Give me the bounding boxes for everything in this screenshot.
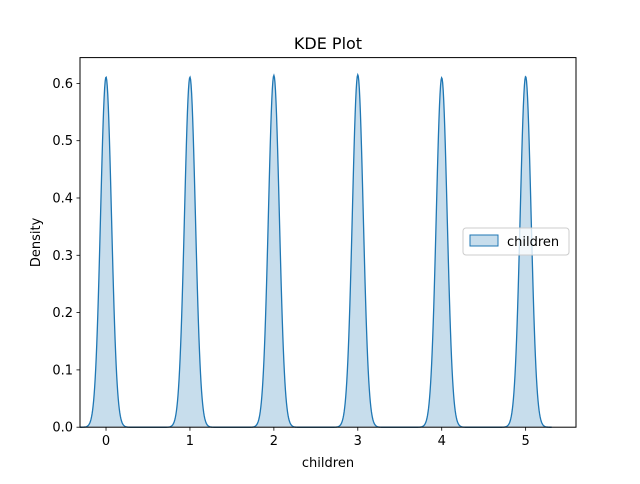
axes-frame [79, 57, 577, 428]
chart-title: KDE Plot [294, 34, 362, 53]
kde-area-fill [80, 74, 552, 428]
y-tick-label: 0.0 [52, 421, 73, 436]
y-axis-ticks: 0.0 0.1 0.2 0.3 0.4 0.5 0.6 [52, 77, 80, 436]
x-tick-label: 4 [438, 434, 446, 449]
y-tick-label: 0.3 [52, 249, 73, 264]
y-tick-label: 0.5 [52, 134, 73, 149]
legend-swatch [469, 234, 499, 247]
x-tick-label: 5 [522, 434, 530, 449]
y-tick-label: 0.4 [52, 191, 73, 206]
x-axis-label: children [302, 456, 354, 471]
x-tick-label: 1 [186, 434, 194, 449]
x-tick-label: 0 [102, 434, 110, 449]
x-tick-label: 2 [270, 434, 278, 449]
legend: children [462, 227, 570, 256]
y-tick-label: 0.6 [52, 77, 73, 92]
x-axis-ticks: 0 1 2 3 4 5 [102, 427, 530, 449]
y-tick-label: 0.2 [52, 306, 73, 321]
y-axis-label: Density [29, 217, 44, 267]
y-tick-label: 0.1 [52, 363, 73, 378]
legend-label: children [507, 235, 559, 250]
x-tick-label: 3 [354, 434, 362, 449]
